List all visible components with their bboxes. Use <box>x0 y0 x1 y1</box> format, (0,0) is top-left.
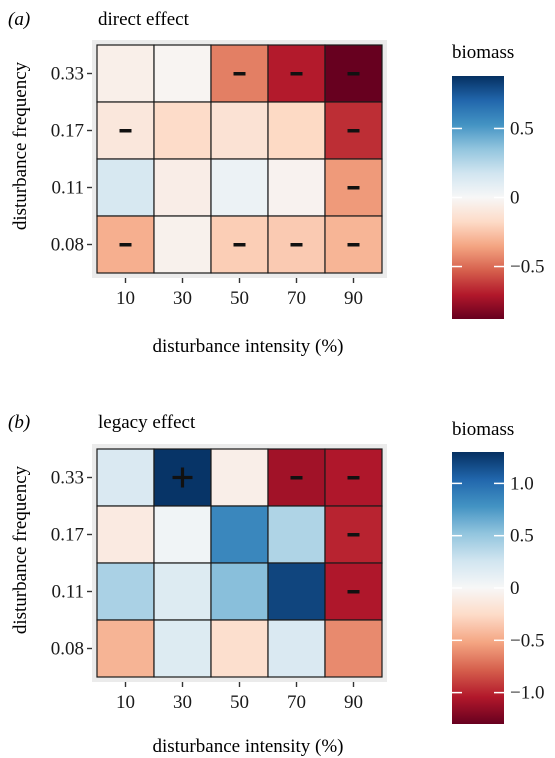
significance-minus-marker <box>347 243 360 247</box>
heatmap-cell <box>210 101 269 160</box>
panel-a-title: direct effect <box>98 9 190 30</box>
heatmap-cell <box>210 562 269 621</box>
significance-minus-marker <box>347 533 360 537</box>
heatmap-cell <box>96 158 155 217</box>
legend-tick-label: −1.0 <box>510 683 544 704</box>
y-tick-label: 0.17 <box>51 525 84 546</box>
panel-b: (b) legacy effect disturbance frequency … <box>8 412 544 757</box>
significance-minus-marker <box>290 243 303 247</box>
heatmap-cell <box>153 619 212 678</box>
significance-minus-marker <box>347 476 360 480</box>
panel-a-plot: 0.33 0.17 0.11 0.08 10 30 50 70 90 <box>51 40 387 309</box>
x-tick-label: 70 <box>287 288 306 309</box>
significance-minus-marker <box>347 129 360 133</box>
legend-b-title: biomass <box>452 419 514 440</box>
x-tick-label: 90 <box>344 692 363 713</box>
heatmap-cell <box>153 101 212 160</box>
y-tick-label: 0.33 <box>51 64 84 85</box>
legend-tick-label: 0 <box>510 188 520 209</box>
significance-minus-marker <box>119 129 132 133</box>
panel-a-label: (a) <box>8 9 30 30</box>
panel-b-plot: 0.33 0.17 0.11 0.08 10 30 50 70 90 <box>51 444 387 713</box>
heatmap-cell <box>153 215 212 274</box>
heatmap-cell <box>210 158 269 217</box>
heatmap-cell <box>153 505 212 564</box>
x-tick-label: 10 <box>116 288 135 309</box>
panel-a-y-axis-title: disturbance frequency <box>10 61 31 230</box>
heatmap-cell <box>210 505 269 564</box>
heatmap-cell <box>210 448 269 507</box>
legend-tick-label: −0.5 <box>510 630 544 651</box>
legend-tick-label: 0.5 <box>510 526 534 547</box>
heatmap-cell <box>96 448 155 507</box>
x-tick-label: 50 <box>230 692 249 713</box>
heatmap-cell <box>267 158 326 217</box>
heatmap-cell <box>267 505 326 564</box>
x-tick-label: 70 <box>287 692 306 713</box>
legend-a-title: biomass <box>452 42 514 63</box>
heatmap-cell <box>153 562 212 621</box>
significance-minus-marker <box>290 72 303 76</box>
heatmap-cell <box>267 562 326 621</box>
heatmap-cell <box>153 44 212 103</box>
panel-a: (a) direct effect disturbance frequency … <box>8 9 544 357</box>
x-tick-label: 50 <box>230 288 249 309</box>
panel-a-x-axis-title: disturbance intensity (%) <box>152 336 343 357</box>
heatmap-cell <box>96 505 155 564</box>
x-tick-label: 30 <box>173 692 192 713</box>
y-tick-label: 0.11 <box>51 178 84 199</box>
heatmap-cell <box>210 619 269 678</box>
y-tick-label: 0.33 <box>51 468 84 489</box>
panel-b-x-axis-title: disturbance intensity (%) <box>152 736 343 757</box>
significance-minus-marker <box>347 72 360 76</box>
heatmap-cell <box>96 619 155 678</box>
heatmap-cell <box>267 101 326 160</box>
panel-b-y-axis-title: disturbance frequency <box>10 465 31 634</box>
y-tick-label: 0.11 <box>51 582 84 603</box>
significance-minus-marker <box>347 590 360 594</box>
heatmap-cell <box>96 562 155 621</box>
legend-a-ticks: 0.5 0 −0.5 <box>452 118 544 278</box>
legend-tick-label: −0.5 <box>510 257 544 278</box>
panel-b-title: legacy effect <box>98 412 196 433</box>
y-tick-label: 0.08 <box>51 639 84 660</box>
significance-minus-marker <box>119 243 132 247</box>
significance-plus-marker <box>172 467 193 488</box>
panel-b-label: (b) <box>8 412 30 433</box>
x-tick-label: 10 <box>116 692 135 713</box>
heatmap-cell <box>324 619 383 678</box>
significance-minus-marker <box>290 476 303 480</box>
y-tick-label: 0.08 <box>51 235 84 256</box>
heatmap-cell <box>267 619 326 678</box>
legend-tick-label: 0.5 <box>510 118 534 139</box>
legend-b-ticks: 1.0 0.5 0 −0.5 −1.0 <box>452 473 544 704</box>
legend-tick-label: 1.0 <box>510 473 534 494</box>
x-tick-label: 90 <box>344 288 363 309</box>
y-tick-label: 0.17 <box>51 121 84 142</box>
significance-minus-marker <box>233 243 246 247</box>
x-tick-label: 30 <box>173 288 192 309</box>
legend-tick-label: 0 <box>510 578 520 599</box>
significance-minus-marker <box>347 186 360 190</box>
significance-minus-marker <box>233 72 246 76</box>
heatmap-cell <box>153 158 212 217</box>
heatmap-cell <box>96 44 155 103</box>
